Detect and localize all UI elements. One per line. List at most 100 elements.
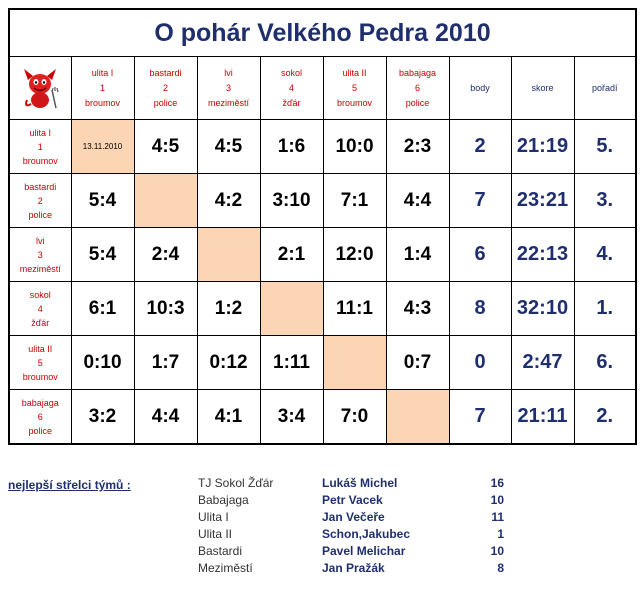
row-header-line: babajaga — [21, 397, 59, 408]
column-header-1: ulita I 1 broumov — [70, 56, 135, 120]
score-cell: 12:0 — [322, 227, 387, 282]
score-cell: 1:6 — [259, 119, 324, 174]
score-cell: 2:4 — [133, 227, 198, 282]
rank-cell: 6. — [573, 335, 637, 390]
scorer-goals: 16 — [490, 476, 504, 490]
column-team: sokol — [280, 67, 302, 78]
rank-cell: 2. — [573, 389, 637, 445]
goal-score-cell: 2:47 — [510, 335, 575, 390]
row-header-line: bastardi — [24, 181, 57, 192]
score-cell: 10:0 — [322, 119, 387, 174]
goal-score-cell: 21:11 — [510, 389, 575, 445]
diagonal-cell — [133, 173, 198, 228]
scorer-goals: 1 — [497, 527, 504, 541]
scorer-name: Jan Večeře — [322, 510, 385, 524]
column-town: broumov — [84, 97, 120, 108]
scorer-goals: 10 — [490, 544, 504, 558]
score-cell: 5:4 — [70, 227, 135, 282]
row-header: ulita I 1 broumov — [8, 119, 72, 174]
column-team: ulita II — [342, 67, 367, 78]
score-cell: 11:1 — [322, 281, 387, 336]
score-cell: 0:12 — [196, 335, 261, 390]
scorer-goals: 10 — [490, 493, 504, 507]
row-header: bastardi 2 police — [8, 173, 72, 228]
scorer-name: Schon,Jakubec — [322, 527, 411, 541]
diagonal-cell — [385, 389, 450, 445]
score-cell: 4:2 — [196, 173, 261, 228]
row-header-line: žďár — [31, 317, 50, 328]
row-header-line: lvi — [36, 235, 45, 246]
column-header-3: lvi 3 meziměstí — [196, 56, 261, 120]
rank-cell: 1. — [573, 281, 637, 336]
row-header-line: meziměstí — [19, 263, 61, 274]
header-skore: skore — [510, 56, 575, 120]
rank-cell: 4. — [573, 227, 637, 282]
table-row: ulita II 5 broumov 0:10 1:7 0:12 1:11 0:7 0 2:47 6… — [8, 335, 637, 390]
column-number: 5 — [351, 82, 357, 93]
column-header-6: babajaga 6 police — [385, 56, 450, 120]
column-team: bastardi — [149, 67, 182, 78]
goal-score-cell: 22:13 — [510, 227, 575, 282]
row-header: babajaga 6 police — [8, 389, 72, 445]
scorer-name: Pavel Melichar — [322, 544, 406, 558]
score-cell: 4:3 — [385, 281, 450, 336]
points-cell: 8 — [448, 281, 512, 336]
column-header-4: sokol 4 žďár — [259, 56, 324, 120]
score-cell: 4:4 — [133, 389, 198, 445]
goal-score-cell: 23:21 — [510, 173, 575, 228]
table-row: babajaga 6 police 3:2 4:4 4:1 3:4 7:0 7 21:11 2. — [8, 389, 637, 445]
points-cell: 6 — [448, 227, 512, 282]
scorer-name: Lukáš Michel — [322, 476, 398, 490]
row-header-line: 3 — [37, 249, 43, 260]
header-poradi: pořadí — [573, 56, 637, 120]
scorer-name: Jan Pražák — [322, 561, 385, 575]
score-cell: 2:1 — [259, 227, 324, 282]
date-cell: 13.11.2010 — [70, 119, 135, 174]
rank-cell: 3. — [573, 173, 637, 228]
scorer-goals: 11 — [491, 510, 504, 524]
table-row: sokol 4 žďár 6:1 10:3 1:2 11:1 4:3 8 32:10 1. — [8, 281, 637, 336]
score-cell: 4:5 — [133, 119, 198, 174]
devil-icon — [24, 69, 59, 109]
points-cell: 7 — [448, 173, 512, 228]
row-header-line: broumov — [22, 155, 58, 166]
scorer-team: Ulita I — [198, 510, 229, 524]
column-town: police — [153, 97, 178, 108]
column-number: 6 — [414, 82, 420, 93]
score-cell: 3:4 — [259, 389, 324, 445]
column-town: meziměstí — [207, 97, 249, 108]
row-header: sokol 4 žďár — [8, 281, 72, 336]
header-row: ulita I 1 broumov bastardi 2 police lvi … — [8, 56, 637, 120]
scorer-team: TJ Sokol Žďár — [198, 476, 274, 490]
scorer-team: Ulita II — [198, 527, 233, 541]
score-cell: 7:1 — [322, 173, 387, 228]
column-town: broumov — [336, 97, 372, 108]
row-header-line: sokol — [29, 289, 51, 300]
row-header: ulita II 5 broumov — [8, 335, 72, 390]
row-header-line: 5 — [37, 357, 43, 368]
scorers-label: nejlepší střelci týmů : — [8, 478, 131, 492]
scorer-row: Babajaga Petr Vacek 10 — [198, 493, 518, 510]
goal-score-cell: 21:19 — [510, 119, 575, 174]
table-row: lvi 3 meziměstí 5:4 2:4 2:1 12:0 1:4 6 22:13 4. — [8, 227, 637, 282]
score-cell: 0:10 — [70, 335, 135, 390]
header-body: body — [448, 56, 512, 120]
scorer-team: Meziměstí — [198, 561, 253, 575]
goal-score-cell: 32:10 — [510, 281, 575, 336]
points-cell: 0 — [448, 335, 512, 390]
scorer-team: Bastardi — [198, 544, 243, 558]
score-cell: 1:7 — [133, 335, 198, 390]
scorer-row: Ulita I Jan Večeře 11 — [198, 510, 518, 527]
score-cell: 3:10 — [259, 173, 324, 228]
column-team: lvi — [224, 67, 233, 78]
column-number: 2 — [162, 82, 168, 93]
row-header-line: police — [28, 209, 52, 220]
column-header-5: ulita II 5 broumov — [322, 56, 387, 120]
row-header-line: 4 — [37, 303, 43, 314]
row-header-line: police — [28, 425, 52, 436]
column-town: police — [405, 97, 430, 108]
score-cell: 3:2 — [70, 389, 135, 445]
row-header-line: 2 — [37, 195, 43, 206]
score-cell: 2:3 — [385, 119, 450, 174]
diagonal-cell — [322, 335, 387, 390]
